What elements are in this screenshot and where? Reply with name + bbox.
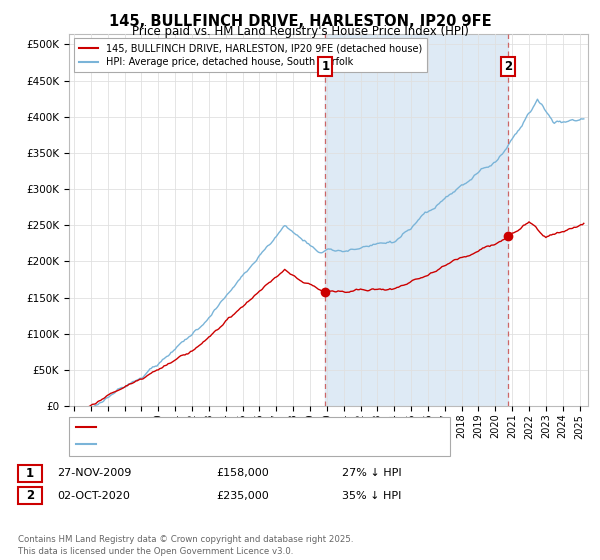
Text: 2: 2 (26, 489, 34, 502)
Text: 35% ↓ HPI: 35% ↓ HPI (342, 491, 401, 501)
Text: 27% ↓ HPI: 27% ↓ HPI (342, 468, 401, 478)
Text: £158,000: £158,000 (216, 468, 269, 478)
Text: 27-NOV-2009: 27-NOV-2009 (57, 468, 131, 478)
Bar (325, 34, 508, 406)
Text: 2: 2 (504, 59, 512, 73)
Text: £235,000: £235,000 (216, 491, 269, 501)
Text: ——  145, BULLFINCH DRIVE, HARLESTON, IP20 9FE (detached house): —— 145, BULLFINCH DRIVE, HARLESTON, IP20… (81, 422, 423, 432)
Text: 1: 1 (26, 466, 34, 480)
Text: 1: 1 (322, 59, 329, 73)
Text: Contains HM Land Registry data © Crown copyright and database right 2025.
This d: Contains HM Land Registry data © Crown c… (18, 535, 353, 556)
Text: 02-OCT-2020: 02-OCT-2020 (57, 491, 130, 501)
Text: HPI: Average price, detached house, South Norfolk: HPI: Average price, detached house, Sout… (99, 438, 346, 449)
Text: 145, BULLFINCH DRIVE, HARLESTON, IP20 9FE: 145, BULLFINCH DRIVE, HARLESTON, IP20 9F… (109, 14, 491, 29)
Text: 145, BULLFINCH DRIVE, HARLESTON, IP20 9FE (detached house): 145, BULLFINCH DRIVE, HARLESTON, IP20 9F… (99, 422, 415, 432)
Legend: 145, BULLFINCH DRIVE, HARLESTON, IP20 9FE (detached house), HPI: Average price, : 145, BULLFINCH DRIVE, HARLESTON, IP20 9F… (74, 39, 427, 72)
Text: Price paid vs. HM Land Registry's House Price Index (HPI): Price paid vs. HM Land Registry's House … (131, 25, 469, 38)
